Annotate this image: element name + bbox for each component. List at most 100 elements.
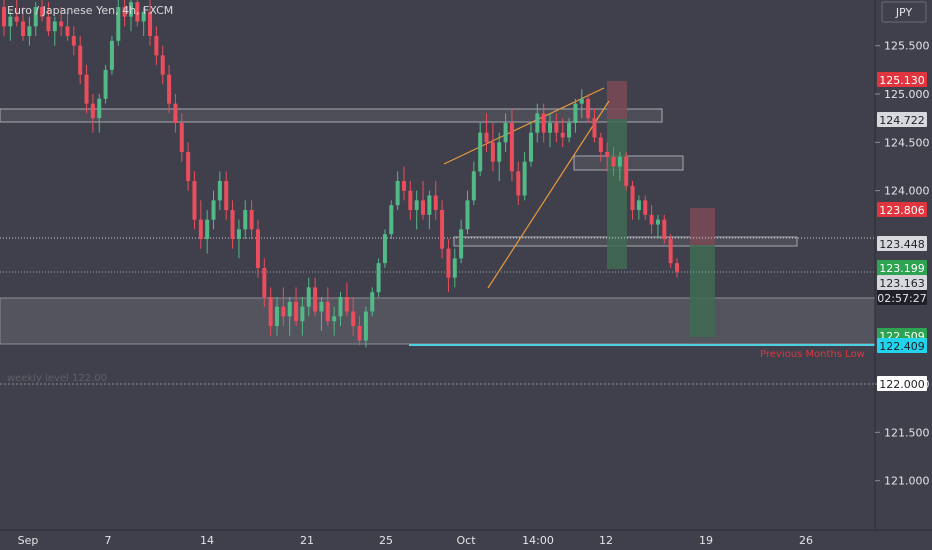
candle-body <box>255 229 260 269</box>
candle-body <box>433 195 438 211</box>
candle-body <box>167 74 172 104</box>
price-tag: 122.000 <box>879 378 925 391</box>
candle-body <box>376 263 381 293</box>
candle-body <box>14 16 19 22</box>
demand-zone <box>0 297 876 345</box>
candle-body <box>509 123 514 172</box>
x-tick-label: 7 <box>105 534 112 547</box>
candle-body <box>198 219 203 240</box>
candle-body <box>128 2 133 17</box>
candle-body <box>141 11 146 22</box>
price-tag: 02:57:27 <box>877 292 926 305</box>
candle-body <box>484 132 489 143</box>
candle-body <box>414 200 419 211</box>
price-tag: 123.163 <box>879 277 925 290</box>
candle-body <box>643 200 648 215</box>
candle-body <box>351 311 356 327</box>
candle-body <box>579 98 584 104</box>
candle-body <box>478 132 483 172</box>
candle-body <box>573 103 578 124</box>
candle-body <box>560 132 565 138</box>
candle-body <box>408 190 413 211</box>
candle-body <box>306 287 311 307</box>
candle-body <box>586 98 591 119</box>
candle-body <box>224 181 229 211</box>
candle-body <box>548 123 553 133</box>
time-axis-bg[interactable] <box>0 530 932 550</box>
price-tag-bg <box>877 260 927 275</box>
candle-body <box>78 45 83 75</box>
candle-body <box>522 161 527 196</box>
candle-body <box>395 181 400 206</box>
candle-body <box>624 156 629 186</box>
wedge-upper-line <box>443 87 605 165</box>
candle-body <box>567 123 572 138</box>
candle-body <box>135 2 140 22</box>
price-tag: 125.130 <box>879 74 925 87</box>
price-tag-bg <box>877 376 927 391</box>
wedge-lower-line <box>487 100 610 289</box>
price-tag: 123.806 <box>879 204 925 217</box>
x-tick-label: 21 <box>300 534 314 547</box>
y-tick-label: 121.500 <box>884 426 930 439</box>
candle-body <box>452 258 457 278</box>
candle-body <box>268 297 273 327</box>
candle-body <box>471 171 476 201</box>
price-tag: 123.448 <box>879 238 925 251</box>
candle-body <box>389 205 394 235</box>
candle-body <box>427 195 432 215</box>
candle-body <box>344 297 349 312</box>
candle-body <box>281 306 286 317</box>
candle-body <box>84 74 89 104</box>
candle-body <box>503 123 508 143</box>
candle-body <box>173 103 178 124</box>
candle-body <box>59 21 64 27</box>
y-tick-label: 124.000 <box>884 185 930 198</box>
candle-body <box>446 248 451 278</box>
candle-body <box>275 306 280 327</box>
y-tick-label: 125.000 <box>884 88 930 101</box>
candle-body <box>611 156 616 167</box>
price-tag: 122.409 <box>879 340 925 353</box>
candle-body <box>528 132 533 162</box>
trade-profit-zone-2 <box>690 245 715 337</box>
levels <box>0 87 875 385</box>
candle-body <box>109 40 114 70</box>
candle-body <box>516 171 521 196</box>
candle-body <box>205 219 210 240</box>
candle-body <box>490 142 495 162</box>
candle-body <box>370 292 375 312</box>
zones <box>0 81 876 345</box>
candle-body <box>649 214 654 225</box>
candle-body <box>630 185 635 211</box>
candle-body <box>592 118 597 138</box>
chart-title: Euro / Japanese Yen, 4h, FXCM <box>7 4 173 17</box>
candle-body <box>186 152 191 182</box>
candle-body <box>52 21 57 32</box>
candle-body <box>319 301 324 312</box>
candle-body <box>21 21 26 36</box>
candle-body <box>401 181 406 191</box>
weekly-level-label: weekly level 122.00 <box>7 373 107 384</box>
candle-body <box>230 210 235 240</box>
candle-body <box>338 297 343 317</box>
candle-body <box>440 210 445 249</box>
candle-body <box>382 234 387 264</box>
price-tag-bg <box>877 112 927 127</box>
x-tick-label: 19 <box>699 534 713 547</box>
price-tag-bg <box>877 202 927 217</box>
candle-body <box>294 301 299 322</box>
x-tick-label: 14 <box>200 534 214 547</box>
candle-body <box>262 268 267 298</box>
candle-body <box>148 11 153 36</box>
x-tick-label: 12 <box>599 534 613 547</box>
candle-body <box>249 210 254 230</box>
candle-body <box>71 35 76 46</box>
candle-body <box>313 287 318 312</box>
x-tick-label: 26 <box>799 534 813 547</box>
candle-body <box>554 123 559 133</box>
currency-button[interactable] <box>881 1 927 23</box>
candle-body <box>332 316 337 322</box>
